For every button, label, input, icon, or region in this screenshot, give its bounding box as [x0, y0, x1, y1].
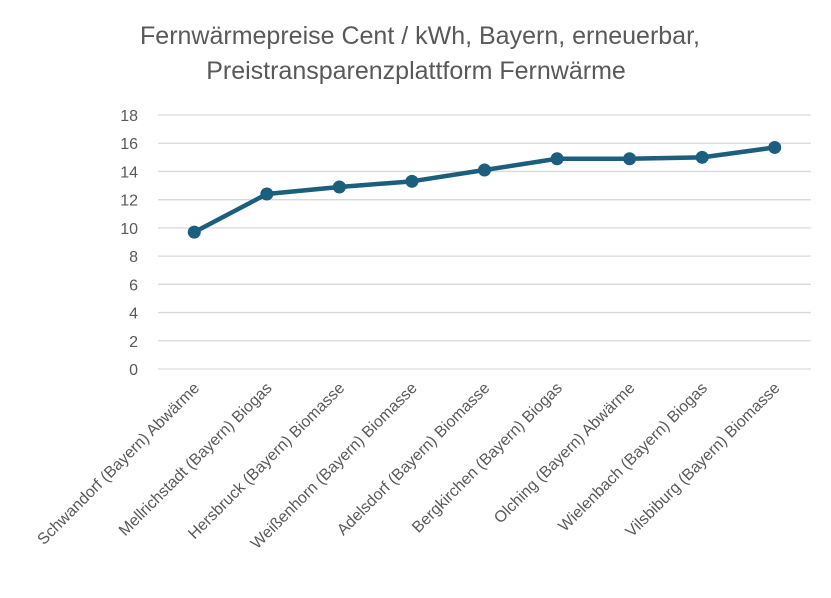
y-tick-label: 10 — [120, 221, 138, 238]
y-tick-label: 0 — [129, 362, 138, 379]
y-tick-label: 14 — [120, 164, 138, 181]
chart-title-line-2: Preistransparenzplattform Fernwärme — [206, 57, 626, 85]
series-line — [193, 145, 776, 235]
x-category-label: Schwandorf (Bayern) Abwärme — [35, 380, 204, 549]
x-category-label: Mellrichstadt (Bayern) Biogas — [116, 380, 276, 540]
y-tick-label: 2 — [129, 334, 138, 351]
x-category-label: Vilsbiburg (Bayern) Biomasse — [623, 380, 784, 541]
y-tick-label: 18 — [120, 108, 138, 125]
x-category-label: Wielenbach (Bayern) Biogas — [556, 380, 711, 535]
data-point — [550, 152, 564, 166]
data-point — [695, 150, 709, 164]
x-category-label: Olching (Bayern) Abwärme — [491, 380, 638, 527]
data-point — [478, 163, 491, 177]
data-point — [405, 174, 419, 188]
y-tick-label: 12 — [120, 193, 138, 210]
data-point — [332, 180, 346, 194]
chart-title-line-1: Fernwärmepreise Cent / kWh, Bayern, erne… — [140, 22, 700, 50]
y-tick-label: 4 — [129, 306, 138, 323]
x-category-label: Bergkirchen (Bayern) Biogas — [409, 380, 566, 537]
data-point — [623, 152, 637, 166]
data-point — [768, 140, 782, 154]
x-category-label: Hersbruck (Bayern) Biomasse — [185, 380, 348, 543]
y-tick-label: 6 — [129, 277, 138, 294]
data-point — [260, 187, 274, 201]
x-category-label: Adelsdorf (Bayern) Biomasse — [334, 380, 493, 539]
y-tick-label: 16 — [120, 136, 138, 153]
y-tick-label: 8 — [129, 249, 138, 266]
data-point — [187, 225, 201, 239]
